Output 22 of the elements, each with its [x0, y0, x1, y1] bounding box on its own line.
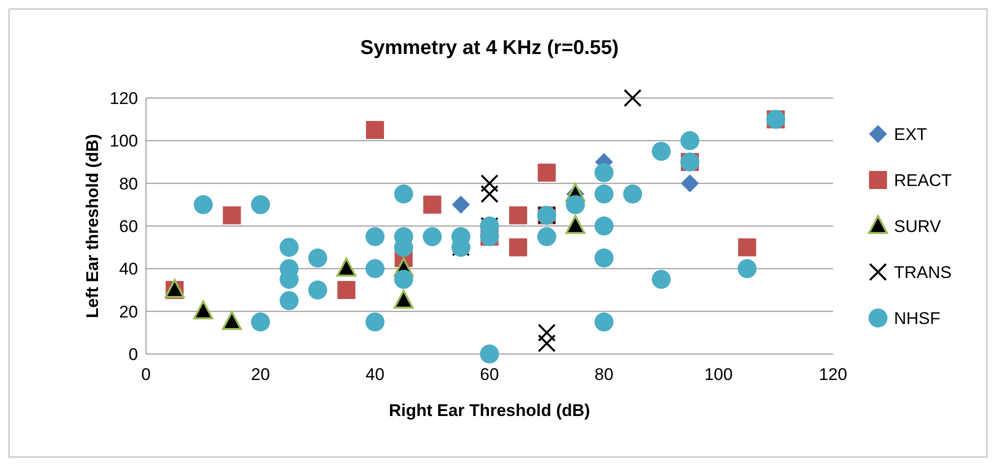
legend-label: TRANS [894, 262, 952, 282]
y-tick-label: 20 [119, 302, 138, 322]
x-tick-label: 0 [141, 365, 151, 384]
x-tick-label: 80 [594, 365, 614, 384]
chart-title: Symmetry at 4 KHz (r=0.55) [360, 37, 619, 59]
x-tick-label: 40 [366, 365, 384, 384]
x-tick-label: 120 [818, 365, 848, 384]
x-tick-label: 100 [704, 365, 733, 384]
x-tick-label: 60 [480, 365, 499, 384]
y-axis-title: Left Ear threshold (dB) [83, 134, 102, 318]
y-tick-label: 120 [110, 88, 138, 108]
legend-label: REACT [894, 170, 952, 190]
y-tick-label: 0 [128, 344, 138, 364]
x-tick-label: 20 [251, 365, 270, 384]
y-tick-label: 80 [119, 174, 138, 194]
legend-label: NHSF [894, 308, 940, 328]
y-tick-label: 40 [119, 260, 138, 279]
x-axis-title: Right Ear Threshold (dB) [388, 401, 590, 420]
y-tick-label: 100 [110, 132, 138, 151]
legend-label: EXT [894, 124, 928, 144]
legend-label: SURV [894, 216, 942, 236]
y-tick-label: 60 [119, 216, 138, 236]
